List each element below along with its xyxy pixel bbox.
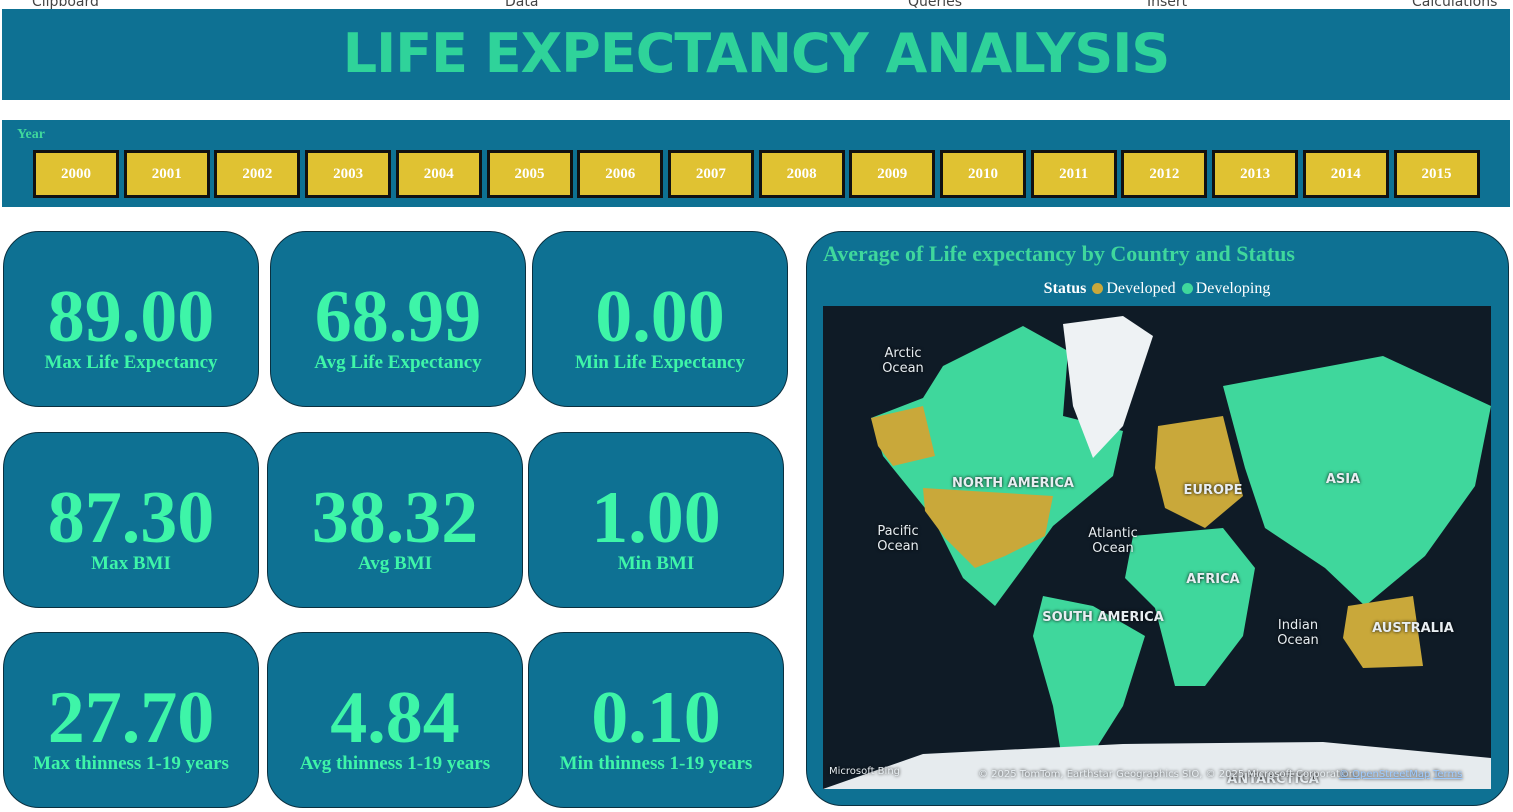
map-label: AUSTRALIA	[1372, 621, 1454, 636]
year-button[interactable]: 2015	[1393, 150, 1480, 198]
map-provider: Microsoft Bing	[829, 766, 901, 777]
map-label: Pacific Ocean	[877, 524, 919, 554]
year-button[interactable]: 2000	[33, 150, 119, 198]
europe	[1155, 416, 1243, 528]
kpi-value: 4.84	[330, 677, 460, 759]
year-button[interactable]: 2004	[395, 150, 482, 198]
osm-link[interactable]: © OpenStreetMap	[1339, 769, 1431, 780]
map-attribution: © 2025 TomTom, Earthstar Geographics SIO…	[978, 769, 1359, 780]
year-button[interactable]: 2013	[1212, 150, 1299, 198]
header-band	[2, 9, 1510, 100]
legend-marker	[1092, 283, 1104, 294]
antarctica	[823, 742, 1491, 789]
kpi-card: 0.10 Min thinness 1-19 years	[528, 632, 784, 808]
legend-marker	[1181, 283, 1193, 294]
year-button[interactable]: 2012	[1121, 150, 1208, 198]
kpi-value: 27.70	[47, 677, 215, 759]
map-label: NORTH AMERICA	[952, 476, 1074, 491]
kpi-value: 68.99	[314, 276, 482, 358]
map[interactable]: Arctic Ocean NORTH AMERICA Pacific Ocean At…	[823, 306, 1491, 789]
kpi-card: 4.84 Avg thinness 1-19 years	[267, 632, 523, 808]
year-button[interactable]: 2010	[940, 150, 1026, 198]
kpi-value: 89.00	[47, 276, 215, 358]
kpi-label: Min thinness 1-19 years	[559, 753, 753, 774]
kpi-label: Min Life Expectancy	[575, 352, 745, 373]
ribbon-tab: Insert	[1147, 0, 1188, 10]
kpi-value: 0.10	[591, 677, 721, 759]
africa	[1125, 528, 1255, 686]
year-button[interactable]: 2011	[1030, 150, 1117, 198]
kpi-card: 38.32 Avg BMI	[267, 432, 523, 608]
kpi-label: Max Life Expectancy	[44, 352, 218, 373]
alaska	[871, 406, 935, 466]
year-button[interactable]: 2009	[849, 150, 936, 198]
kpi-card: 27.70 Max thinness 1-19 years	[3, 632, 259, 808]
kpi-value: 1.00	[591, 477, 721, 559]
legend-label: Developed	[1106, 280, 1176, 297]
year-button[interactable]: 2014	[1302, 150, 1389, 198]
map-label: Arctic Ocean	[882, 346, 924, 376]
year-button[interactable]: 2005	[486, 150, 573, 198]
map-title: Average of Life expectancy by Country an…	[823, 241, 1295, 266]
kpi-value: 38.32	[311, 477, 479, 559]
year-button[interactable]: 2006	[577, 150, 664, 198]
kpi-card: 0.00 Min Life Expectancy	[532, 231, 788, 407]
year-button[interactable]: 2003	[305, 150, 392, 198]
map-label: ASIA	[1325, 472, 1361, 487]
ribbon-tab: Clipboard	[32, 0, 99, 10]
kpi-label: Avg Life Expectancy	[314, 352, 482, 373]
australia	[1343, 596, 1423, 668]
ribbon-tab: Queries	[908, 0, 963, 10]
map-label: Indian Ocean	[1277, 618, 1319, 648]
kpi-label: Avg thinness 1-19 years	[299, 753, 491, 774]
kpi-label: Avg BMI	[357, 553, 433, 574]
greenland	[1063, 316, 1153, 458]
year-button[interactable]: 2008	[758, 150, 845, 198]
kpi-card: 87.30 Max BMI	[3, 432, 259, 608]
kpi-label: Max BMI	[91, 553, 171, 574]
north-america	[871, 326, 1123, 606]
legend-label: Developing	[1195, 280, 1271, 297]
kpi-label: Max thinness 1-19 years	[33, 753, 229, 774]
map-label: Atlantic Ocean	[1088, 526, 1138, 556]
legend-title: Status	[1043, 280, 1087, 297]
map-label: AFRICA	[1186, 572, 1240, 587]
year-button[interactable]: 2001	[123, 150, 210, 198]
year-button[interactable]: 2007	[667, 150, 754, 198]
usa	[923, 488, 1053, 568]
map-label: ANTARCTICA	[1227, 772, 1319, 787]
kpi-card: 89.00 Max Life Expectancy	[3, 231, 259, 407]
slicer-title: Year	[17, 127, 45, 142]
kpi-card: 1.00 Min BMI	[528, 432, 784, 608]
kpi-card: 68.99 Avg Life Expectancy	[270, 231, 526, 407]
asia	[1223, 356, 1491, 606]
map-label: EUROPE	[1183, 483, 1243, 498]
kpi-value: 87.30	[47, 477, 215, 559]
page-title: LIFE EXPECTANCY ANALYSIS	[342, 22, 1171, 85]
year-button[interactable]: 2002	[214, 150, 301, 198]
map-shapes	[823, 316, 1491, 789]
kpi-value: 0.00	[595, 276, 725, 358]
kpi-label: Min BMI	[617, 553, 695, 574]
south-america	[1033, 596, 1145, 776]
map-label: SOUTH AMERICA	[1042, 610, 1164, 625]
terms-link[interactable]: Terms	[1433, 769, 1463, 780]
ribbon-tab: Data	[505, 0, 539, 10]
ribbon-tab: Calculations	[1412, 0, 1498, 10]
legend: Status Developed Developing	[823, 280, 1491, 298]
